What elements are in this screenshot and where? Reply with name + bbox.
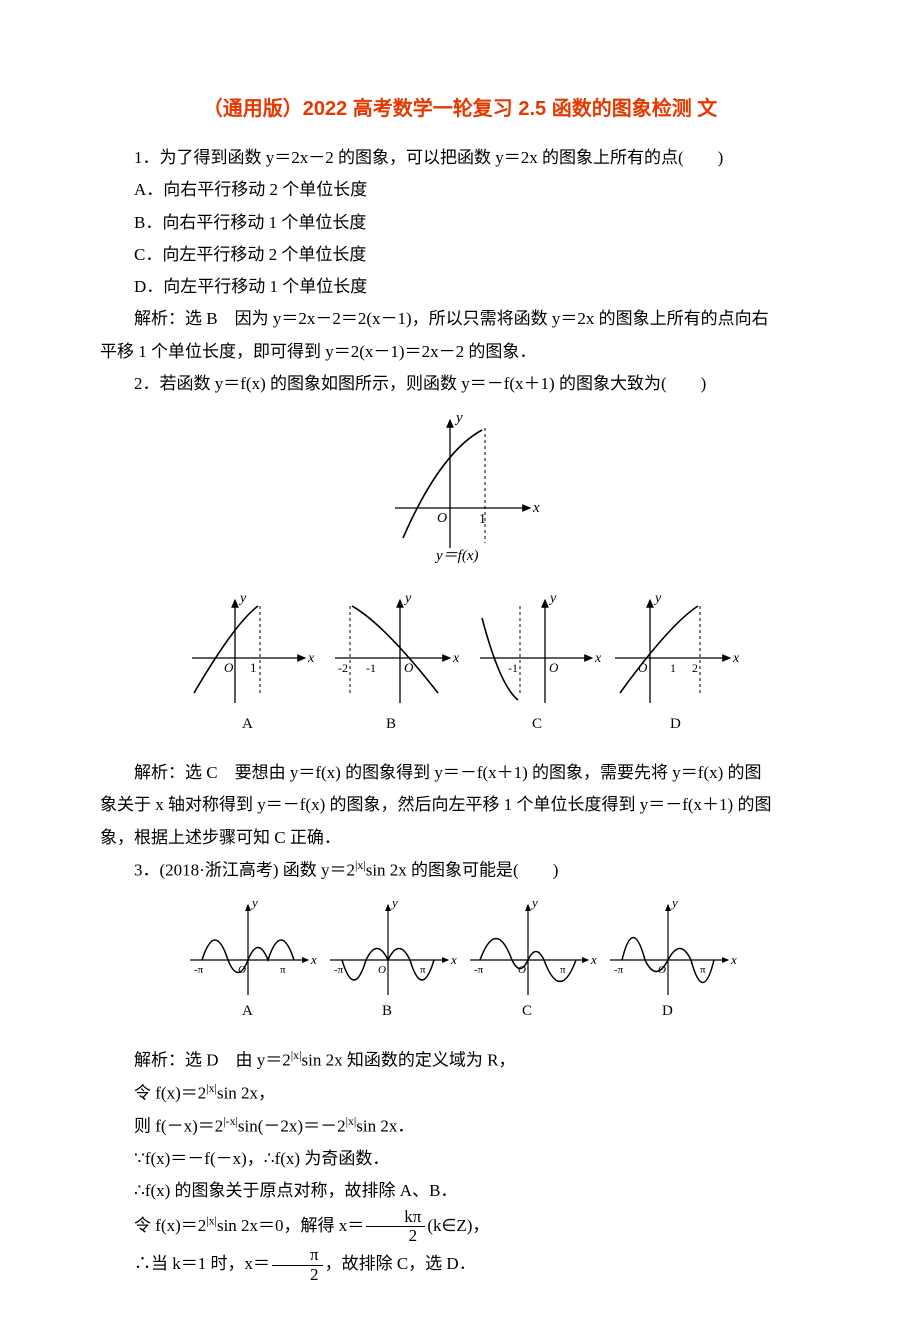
q1-stem: 1．为了得到函数 y＝2x－2 的图象，可以把函数 y＝2x 的图象上所有的点(… xyxy=(100,142,820,174)
svg-text:y: y xyxy=(238,591,247,606)
svg-text:-π: -π xyxy=(194,964,204,976)
svg-text:y: y xyxy=(653,591,662,606)
svg-text:D: D xyxy=(670,716,681,732)
q3-sol2: 令 f(x)＝2|x|sin 2x， xyxy=(100,1077,820,1110)
svg-text:C: C xyxy=(532,716,542,732)
svg-text:y: y xyxy=(390,895,398,910)
q3-sol5: ∴f(x) 的图象关于原点对称，故排除 A、B． xyxy=(100,1175,820,1207)
axis-x-label: x xyxy=(532,500,540,516)
q3-sol6: 令 f(x)＝2|x|sin 2x＝0，解得 x＝kπ2(k∈Z)， xyxy=(100,1208,820,1246)
svg-text:π: π xyxy=(420,964,426,976)
svg-text:-π: -π xyxy=(614,964,624,976)
svg-text:x: x xyxy=(450,952,457,967)
svg-text:x: x xyxy=(307,651,315,666)
svg-text:y: y xyxy=(670,895,678,910)
svg-text:O: O xyxy=(224,660,234,675)
svg-text:x: x xyxy=(310,952,317,967)
q2-sol3: 象，根据上述步骤可知 C 正确． xyxy=(100,822,820,854)
q3-sol1: 解析：选 D 由 y＝2|x|sin 2x 知函数的定义域为 R， xyxy=(100,1044,820,1077)
q3-stem: 3．(2018·浙江高考) 函数 y＝2|x|sin 2x 的图象可能是( ) xyxy=(100,854,820,887)
svg-text:O: O xyxy=(378,964,386,976)
svg-text:D: D xyxy=(662,1003,673,1019)
origin-label: O xyxy=(437,511,447,526)
svg-text:-π: -π xyxy=(334,964,344,976)
svg-text:x: x xyxy=(452,651,460,666)
svg-text:A: A xyxy=(242,1003,253,1019)
svg-text:O: O xyxy=(549,660,559,675)
q1-optA: A．向右平行移动 2 个单位长度 xyxy=(100,174,820,206)
q2-main-graph: y x O 1 y＝f(x) xyxy=(100,408,820,579)
svg-text:-π: -π xyxy=(474,964,484,976)
svg-text:y: y xyxy=(403,591,412,606)
q3-sol4: ∵f(x)＝－f(－x)，∴f(x) 为奇函数． xyxy=(100,1143,820,1175)
svg-text:C: C xyxy=(522,1003,532,1019)
svg-text:O: O xyxy=(518,964,526,976)
svg-text:O: O xyxy=(238,964,246,976)
q2-sol2: 象关于 x 轴对称得到 y＝－f(x) 的图象，然后向左平移 1 个单位长度得到… xyxy=(100,789,820,821)
func-label: y＝f(x) xyxy=(434,548,478,564)
q2-stem: 2．若函数 y＝f(x) 的图象如图所示，则函数 y＝－f(x＋1) 的图象大致… xyxy=(100,368,820,400)
svg-text:1: 1 xyxy=(670,661,676,675)
svg-text:O: O xyxy=(404,660,414,675)
q1-optC: C．向左平行移动 2 个单位长度 xyxy=(100,239,820,271)
svg-text:x: x xyxy=(590,952,597,967)
svg-text:π: π xyxy=(560,964,566,976)
svg-text:-2: -2 xyxy=(338,661,348,675)
svg-text:-1: -1 xyxy=(508,661,518,675)
svg-text:x: x xyxy=(730,952,737,967)
doc-title: （通用版）2022 高考数学一轮复习 2.5 函数的图象检测 文 xyxy=(100,90,820,128)
svg-text:A: A xyxy=(242,716,253,732)
svg-text:1: 1 xyxy=(250,660,257,675)
svg-text:x: x xyxy=(732,651,740,666)
svg-text:O: O xyxy=(658,964,666,976)
svg-text:π: π xyxy=(700,964,706,976)
tick-1: 1 xyxy=(479,512,486,527)
svg-text:π: π xyxy=(280,964,286,976)
svg-text:y: y xyxy=(530,895,538,910)
q1-sol1: 解析：选 B 因为 y＝2x－2＝2(x－1)，所以只需将函数 y＝2x 的图象… xyxy=(100,303,820,335)
svg-text:-1: -1 xyxy=(366,661,376,675)
axis-y-label: y xyxy=(454,410,463,426)
title-red: （通用版）2022 高考数学一轮复习 2.5 函数的图象检测 文 xyxy=(203,98,718,120)
svg-text:y: y xyxy=(548,591,557,606)
svg-text:B: B xyxy=(386,716,396,732)
svg-text:B: B xyxy=(382,1003,392,1019)
q3-sol3: 则 f(－x)＝2|-x|sin(－2x)＝－2|x|sin 2x． xyxy=(100,1110,820,1143)
q1-optD: D．向左平行移动 1 个单位长度 xyxy=(100,271,820,303)
svg-text:2: 2 xyxy=(692,661,698,675)
q1-sol2: 平移 1 个单位长度，即可得到 y＝2(x－1)＝2x－2 的图象． xyxy=(100,336,820,368)
q2-options: y x O 1 A y x O -2 -1 B y x O -1 C y x xyxy=(100,588,820,749)
svg-text:x: x xyxy=(594,651,602,666)
q1-optB: B．向右平行移动 1 个单位长度 xyxy=(100,207,820,239)
svg-text:O: O xyxy=(638,660,648,675)
q2-sol1: 解析：选 C 要想由 y＝f(x) 的图象得到 y＝－f(x＋1) 的图象，需要… xyxy=(100,757,820,789)
q3-sol7: ∴当 k＝1 时，x＝π2，故排除 C，选 D． xyxy=(100,1246,820,1284)
svg-text:y: y xyxy=(250,895,258,910)
q3-options: y x -π π O A y x -π π O B y x -π π O C y… xyxy=(100,895,820,1036)
